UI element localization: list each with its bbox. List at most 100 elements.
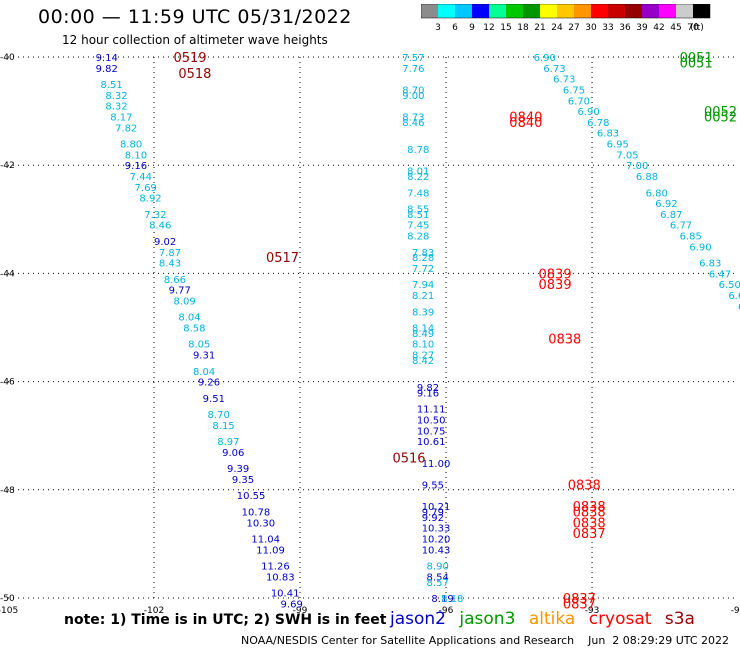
colorbar-tick-label: 27 (568, 23, 579, 33)
colorbar-swatch (693, 4, 710, 18)
wave-height-label: 9.06 (222, 448, 244, 459)
wave-height-label: 9.77 (169, 286, 191, 297)
legend-cryosat: cryosat (588, 609, 652, 629)
wave-height-label: 6.88 (636, 172, 658, 183)
wave-height-label: 6.61 (728, 291, 740, 302)
colorbar-tick-label: 45 (670, 23, 681, 33)
pass-time-label: 0837 (563, 592, 596, 607)
wave-height-label: 6.90 (689, 242, 711, 253)
colorbar-tick-label: 70 (687, 23, 699, 33)
pass-time-label: 0052 (704, 111, 737, 126)
latitude-label: -44 (0, 269, 15, 279)
pass-time-label: 0838 (568, 478, 601, 493)
wave-height-label: 9.92 (422, 513, 444, 524)
wave-height-label: 8.32 (105, 91, 127, 102)
wave-height-label: 8.15 (212, 421, 234, 432)
wave-height-label: 8.43 (159, 259, 181, 270)
wave-height-label: 11.26 (261, 562, 290, 573)
wave-height-label: 6.47 (709, 269, 731, 280)
wave-height-label: 7.48 (407, 188, 429, 199)
wave-height-label: 11.09 (256, 545, 285, 556)
wave-height-label: 10.50 (417, 415, 446, 426)
latitude-label: -46 (0, 378, 15, 388)
colorbar-swatch (421, 4, 438, 18)
wave-height-label: 8.55 (407, 204, 429, 215)
colorbar-tick-label: 21 (534, 23, 545, 33)
wave-height-label: 6.80 (646, 188, 668, 199)
wave-height-label: 6.70 (568, 96, 590, 107)
wave-height-label: 8.51 (407, 210, 429, 221)
longitude-label: -96 (439, 606, 454, 616)
wave-height-label: 8.04 (193, 367, 215, 378)
wave-height-label: 10.83 (266, 572, 295, 583)
pass-time-label: 0051 (680, 51, 713, 66)
longitude-label: -105 (0, 606, 18, 616)
wave-height-label: 6.95 (607, 140, 629, 151)
wave-height-label: 6.73 (553, 75, 575, 86)
wave-height-label: 8.01 (407, 167, 429, 178)
wave-height-label: 8.04 (178, 313, 200, 324)
wave-height-label: 8.90 (427, 562, 449, 573)
colorbar-swatch (591, 4, 608, 18)
credit-line: NOAA/NESDIS Center for Satellite Applica… (241, 634, 729, 647)
wave-height-label: 6.90 (577, 107, 599, 118)
wave-height-label: 8.19 (431, 594, 453, 605)
wave-height-label: 8.28 (412, 253, 434, 264)
wave-height-label: 6.90 (534, 53, 556, 64)
colorbar-swatch (523, 4, 540, 18)
wave-height-label: 10.43 (422, 545, 451, 556)
pass-time-label: 0516 (392, 451, 425, 466)
wave-height-label: 11.00 (422, 459, 451, 470)
wave-height-label: 8.46 (149, 221, 171, 232)
wave-height-label: 6.43 (738, 302, 740, 313)
wave-height-label: 8.80 (120, 140, 142, 151)
colorbar-tick-label: 12 (483, 23, 494, 33)
colorbar-swatch (659, 4, 676, 18)
wave-height-label: 7.76 (402, 64, 424, 75)
wave-height-label: 8.57 (427, 578, 449, 589)
wave-height-label: 9.79 (422, 507, 444, 518)
colorbar-swatch (557, 4, 574, 18)
pass-time-label: 0838 (573, 516, 606, 531)
colorbar-swatch (540, 4, 557, 18)
colorbar-tick-label: 24 (551, 23, 563, 33)
wave-height-label: 7.45 (407, 221, 429, 232)
wave-height-label: 11.11 (417, 405, 446, 416)
pass-time-label: 0518 (178, 67, 211, 82)
latitude-label: -48 (0, 486, 15, 496)
wave-height-label: 7.72 (412, 264, 434, 275)
wave-height-label: 9.82 (417, 383, 439, 394)
latitude-label: -42 (0, 161, 15, 171)
wave-height-label: 8.70 (208, 410, 230, 421)
wave-height-label: 8.73 (402, 113, 424, 124)
wave-height-label: 6.50 (719, 280, 740, 291)
color-scale-bar: 3 6 9 12 15 18 21 24 27 30 33 36 39 42 45 70(ft) (421, 4, 711, 33)
wave-height-label: 8.21 (412, 291, 434, 302)
wave-height-label: 10.21 (422, 502, 451, 513)
wave-height-label: 10.20 (422, 534, 451, 545)
pass-time-label: 0839 (539, 267, 572, 282)
wave-height-label: 8.39 (412, 307, 434, 318)
colorbar-tick-label: 36 (619, 23, 631, 33)
longitude-label: -102 (144, 606, 164, 616)
wave-height-label: 8.42 (412, 356, 434, 367)
wave-height-label: 6.87 (660, 210, 682, 221)
colorbar-swatch (472, 4, 489, 18)
colorbar-swatch (608, 4, 625, 18)
wave-height-label: 6.78 (587, 118, 609, 129)
colorbar-swatch (625, 4, 642, 18)
pass-time-label: 0052 (704, 105, 737, 120)
colorbar-tick-label: 42 (653, 23, 664, 33)
wave-height-label: 6.83 (597, 129, 619, 140)
legend-altika: altika (528, 609, 576, 629)
wave-height-label: 7.69 (135, 183, 157, 194)
wave-height-label: 8.32 (105, 102, 127, 113)
pass-time-label: 0837 (573, 527, 606, 542)
wave-height-label: 10.55 (237, 491, 266, 502)
wave-height-label: 9.26 (198, 378, 220, 389)
pass-time-label: 0840 (509, 111, 542, 126)
wave-height-label: 9.31 (193, 351, 215, 362)
wave-height-label: 11.04 (251, 534, 280, 545)
wave-height-label: 10.75 (417, 426, 446, 437)
wave-height-label: 8.10 (412, 340, 434, 351)
